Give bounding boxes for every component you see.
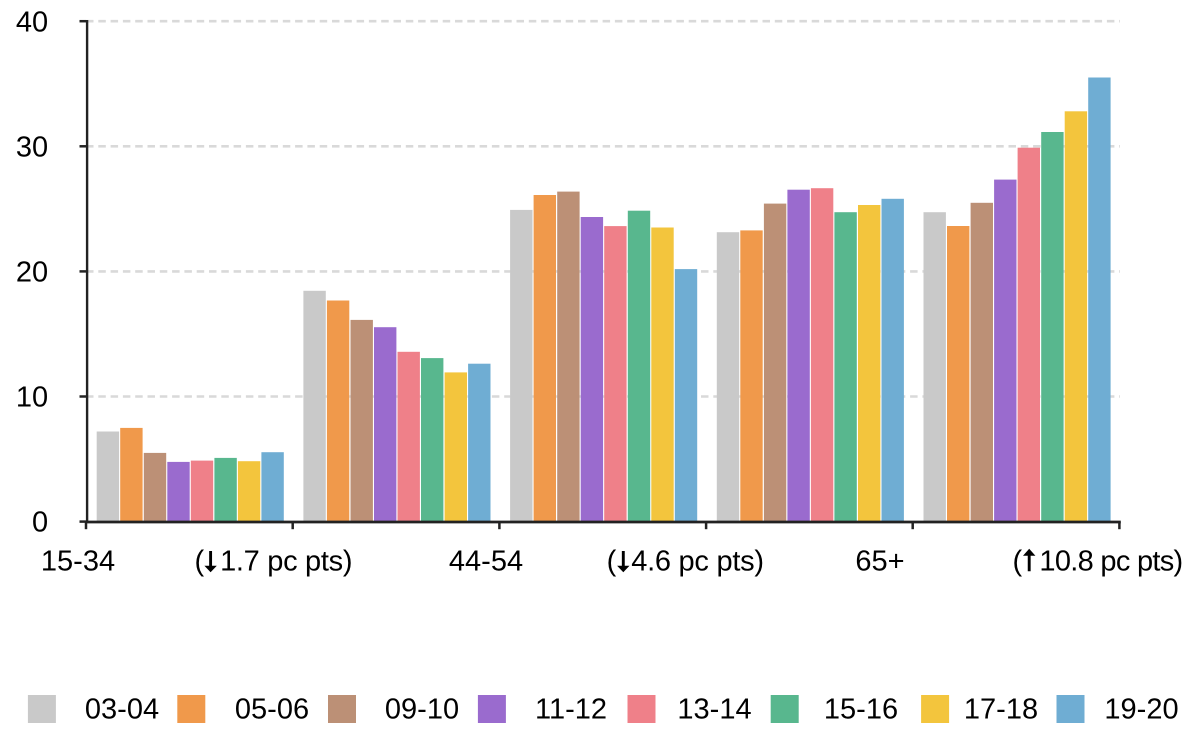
- svg-text:10: 10: [16, 382, 48, 414]
- svg-text:19-20: 19-20: [1104, 694, 1178, 726]
- svg-text:30: 30: [16, 131, 48, 163]
- svg-text:0: 0: [32, 507, 48, 539]
- svg-text:65+: 65+: [855, 546, 904, 578]
- svg-text:20: 20: [16, 257, 48, 289]
- svg-text:05-06: 05-06: [235, 694, 309, 726]
- svg-text:15-34: 15-34: [41, 546, 115, 578]
- svg-text:(: (: [1013, 546, 1023, 578]
- svg-text:(: (: [195, 546, 205, 578]
- svg-text:15-16: 15-16: [824, 694, 898, 726]
- svg-text:13-14: 13-14: [677, 694, 751, 726]
- svg-text:17-18: 17-18: [964, 694, 1038, 726]
- svg-text:11-12: 11-12: [535, 694, 607, 726]
- svg-text:03-04: 03-04: [85, 694, 159, 726]
- svg-text:40: 40: [16, 6, 48, 38]
- svg-text:(: (: [607, 546, 617, 578]
- svg-text:09-10: 09-10: [385, 694, 459, 726]
- svg-text:1.7 pc pts): 1.7 pc pts): [220, 546, 352, 578]
- svg-text:4.6 pc pts): 4.6 pc pts): [631, 546, 764, 578]
- svg-text:10.8 pc pts): 10.8 pc pts): [1039, 546, 1182, 578]
- svg-text:44-54: 44-54: [449, 546, 523, 578]
